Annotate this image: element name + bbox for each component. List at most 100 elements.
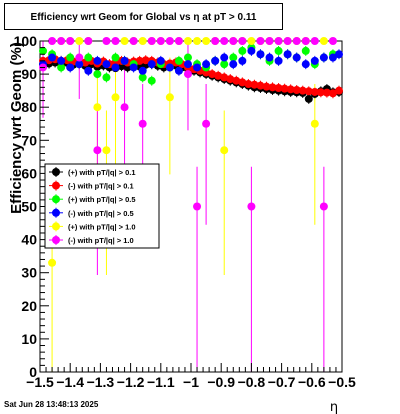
data-point (274, 37, 283, 45)
data-point (310, 87, 319, 96)
data-point (84, 66, 93, 75)
legend-marker (52, 181, 60, 190)
data-point (244, 80, 253, 89)
data-point (334, 86, 343, 95)
data-point (301, 60, 310, 69)
legend-marker (52, 222, 60, 231)
data-point (202, 60, 211, 69)
data-point (286, 85, 295, 94)
data-point (226, 75, 235, 84)
data-point (238, 78, 247, 87)
data-point (250, 80, 259, 89)
data-point (84, 37, 93, 45)
data-point (265, 37, 274, 45)
data-point (238, 37, 247, 45)
data-point (319, 37, 328, 45)
x-tick-label: −0.5 (328, 374, 356, 390)
data-point (319, 53, 328, 62)
data-point (193, 202, 202, 211)
data-point (220, 53, 229, 62)
data-point (147, 37, 156, 45)
data-point (120, 103, 129, 112)
data-point (304, 94, 313, 103)
x-tick-label: −0.7 (268, 374, 296, 390)
data-point (211, 56, 220, 65)
data-point (214, 71, 223, 80)
data-point (229, 37, 238, 45)
data-point (256, 37, 265, 45)
data-point (322, 88, 331, 97)
data-point (319, 202, 328, 211)
data-point (274, 46, 283, 55)
data-point (102, 37, 111, 45)
data-point (138, 73, 147, 82)
data-point (138, 119, 147, 128)
data-point (220, 146, 229, 155)
data-point (280, 84, 289, 93)
chart-title: Efficiency wrt Geom for Global vs η at p… (30, 12, 257, 23)
data-point (111, 63, 120, 72)
legend-box (44, 163, 160, 249)
x-tick-label: −0.9 (207, 374, 235, 390)
data-point (262, 82, 271, 91)
data-point (310, 37, 319, 45)
timestamp: Sat Jun 28 13:48:13 2025 (4, 400, 99, 409)
data-point (75, 53, 84, 62)
data-point (229, 60, 238, 69)
y-tick-label: 40 (21, 232, 37, 248)
x-tick-label: −1 (183, 374, 199, 390)
data-point (298, 86, 307, 95)
data-point (102, 146, 111, 155)
data-point (165, 63, 174, 72)
data-point (301, 37, 310, 45)
data-point (310, 119, 319, 128)
data-point (147, 60, 156, 69)
y-tick-label: 20 (21, 298, 37, 314)
data-point (268, 83, 277, 92)
y-tick-label: 100 (14, 33, 38, 49)
data-point (138, 37, 147, 45)
data-point (135, 56, 144, 65)
data-point (156, 56, 165, 65)
data-point (183, 70, 192, 79)
data-point (66, 53, 75, 62)
data-point (102, 73, 111, 82)
data-point (93, 70, 102, 79)
data-point (256, 50, 265, 59)
data-point (48, 258, 57, 267)
y-tick-label: 50 (21, 199, 37, 215)
data-point (138, 66, 147, 75)
data-point (316, 88, 325, 97)
data-point (129, 37, 138, 45)
data-point (310, 56, 319, 65)
data-markers (39, 37, 343, 267)
data-point (102, 60, 111, 69)
y-tick-label: 10 (21, 331, 37, 347)
data-point (292, 85, 301, 94)
legend-marker (52, 195, 60, 204)
data-point (265, 53, 274, 62)
data-point (84, 53, 93, 62)
legend-label: (-) with pT/|q| > 0.1 (68, 182, 134, 191)
x-tick-label: −0.6 (298, 374, 326, 390)
data-point (120, 56, 129, 65)
data-point (174, 37, 183, 45)
data-point (238, 56, 247, 65)
data-point (328, 37, 337, 45)
data-point (120, 37, 129, 45)
data-point (183, 53, 192, 62)
x-tick-label: −1.3 (87, 374, 115, 390)
legend-marker (52, 236, 60, 244)
legend: (+) with pT/|q| > 0.1 (-) with pT/|q| > 0… (44, 163, 160, 249)
data-point (165, 37, 174, 45)
data-point (211, 37, 220, 45)
data-point (183, 60, 192, 69)
data-point (247, 202, 256, 211)
x-axis-label: η (330, 400, 338, 414)
data-point (93, 103, 102, 112)
data-point (301, 46, 310, 55)
data-point (202, 119, 211, 128)
data-point (247, 46, 256, 55)
data-point (292, 37, 301, 45)
